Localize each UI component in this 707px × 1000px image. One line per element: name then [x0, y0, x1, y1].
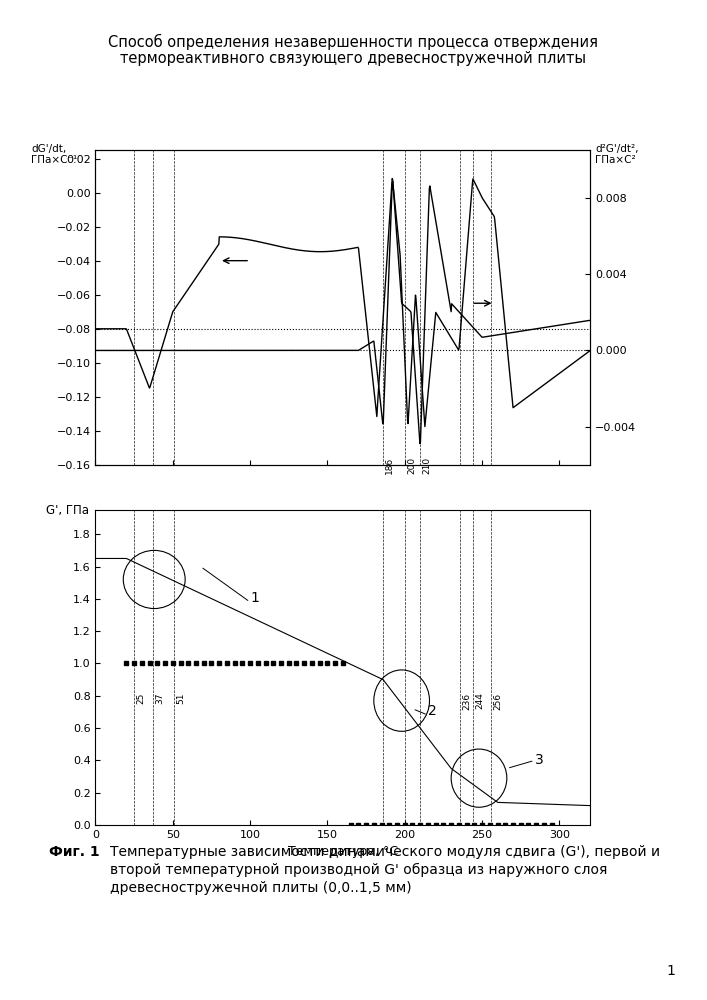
Text: 186: 186: [385, 457, 395, 474]
Text: 244: 244: [475, 693, 484, 709]
Text: Температурные зависимости динамического модуля сдвига (G'), первой и: Температурные зависимости динамического …: [110, 845, 660, 859]
Text: 256: 256: [493, 693, 503, 710]
Text: 3: 3: [534, 753, 544, 767]
Text: древесностружечной плиты (0,0..1,5 мм): древесностружечной плиты (0,0..1,5 мм): [110, 881, 411, 895]
Text: d²G'/dt²,
ГПа×C²: d²G'/dt², ГПа×C²: [595, 144, 639, 165]
Text: 1: 1: [666, 964, 675, 978]
Text: 200: 200: [407, 457, 416, 474]
Text: Фиг. 1: Фиг. 1: [49, 845, 100, 859]
Text: 236: 236: [463, 693, 472, 710]
Text: 2: 2: [428, 704, 437, 718]
Text: 25: 25: [136, 693, 146, 704]
Text: G', ГПа: G', ГПа: [46, 504, 89, 517]
Text: термореактивного связующего древесностружечной плиты: термореактивного связующего древесностру…: [120, 50, 587, 66]
Text: 37: 37: [155, 693, 164, 704]
Text: dG'/dt,
ГПа×C⁻¹: dG'/dt, ГПа×C⁻¹: [31, 144, 77, 165]
X-axis label: Температура, °C: Температура, °C: [288, 845, 398, 858]
Text: 1: 1: [250, 591, 259, 605]
Text: Способ определения незавершенности процесса отверждения: Способ определения незавершенности проце…: [108, 34, 599, 50]
Text: 51: 51: [177, 693, 186, 704]
Text: второй температурной производной G' образца из наружного слоя: второй температурной производной G' обра…: [110, 863, 607, 877]
Text: 210: 210: [423, 457, 431, 474]
